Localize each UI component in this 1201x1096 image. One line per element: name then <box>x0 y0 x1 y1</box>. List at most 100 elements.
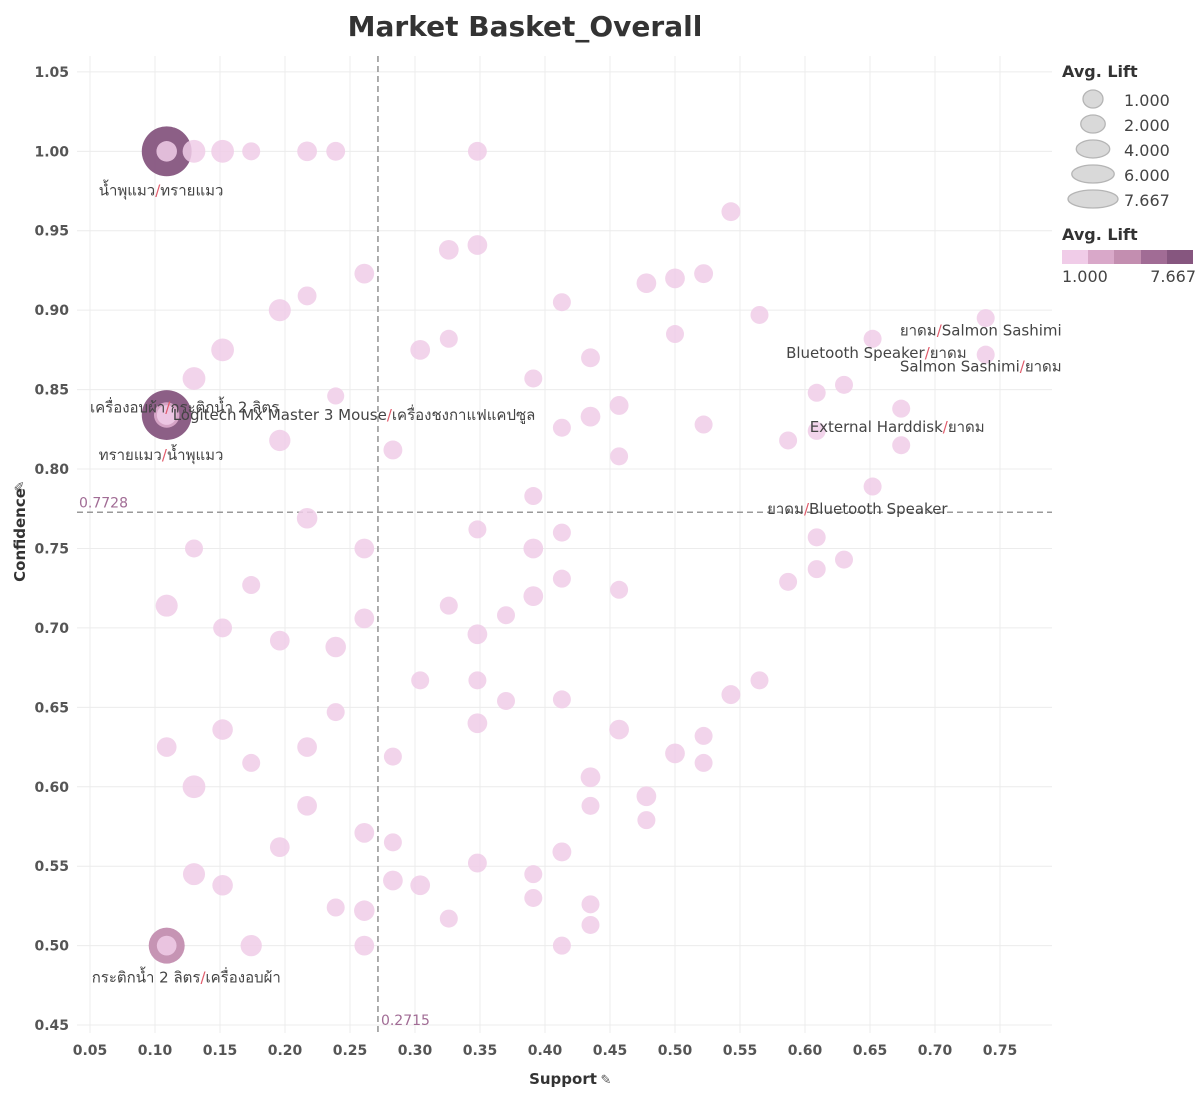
color-ramp-step <box>1088 250 1115 264</box>
data-point <box>383 440 403 460</box>
y-axis-title: Confidence <box>11 488 29 582</box>
size-legend-title: Avg. Lift <box>1062 62 1138 81</box>
y-reference-label: 0.7728 <box>79 495 128 511</box>
y-axis-pin-icon: ✎ <box>13 481 28 492</box>
y-tick-label: 0.55 <box>34 859 69 875</box>
size-legend-swatch <box>1075 139 1111 159</box>
x-tick-label: 0.45 <box>593 1043 628 1059</box>
data-point <box>383 833 402 852</box>
color-legend-max: 7.667 <box>1150 267 1196 286</box>
axes: Confidence ✎ Support ✎ 1.05 1.00 0.95 0.90 0… <box>11 65 1017 1088</box>
data-point <box>383 747 402 766</box>
data-point <box>863 477 882 496</box>
x-tick-label: 0.10 <box>138 1043 173 1059</box>
data-point <box>410 340 431 360</box>
data-point <box>636 786 657 807</box>
data-point <box>976 309 995 328</box>
data-point <box>156 935 177 956</box>
data-point <box>467 624 488 645</box>
data-point <box>694 726 713 745</box>
data-point <box>269 837 290 857</box>
color-legend: Avg. Lift 1.000 7.667 <box>1062 225 1196 286</box>
data-point <box>182 139 206 163</box>
point-label: Logitech Mx Master 3 Mouse/เครื่องชงกาแฟ… <box>173 404 536 424</box>
data-point <box>552 418 571 437</box>
color-legend-min: 1.000 <box>1062 267 1108 286</box>
color-legend-title: Avg. Lift <box>1062 225 1138 244</box>
color-ramp-step <box>1166 250 1194 264</box>
data-point <box>212 719 233 740</box>
data-point <box>211 338 234 362</box>
size-legend-item: 2.000 <box>1062 112 1170 137</box>
data-point <box>411 671 430 690</box>
data-point <box>552 842 572 862</box>
x-tick-label: 0.35 <box>463 1043 498 1059</box>
x-tick-label: 0.15 <box>203 1043 238 1059</box>
data-point <box>552 690 571 709</box>
data-point <box>327 387 345 405</box>
size-legend-swatch <box>1071 164 1115 184</box>
data-point <box>721 202 741 222</box>
data-points <box>141 126 995 964</box>
data-point <box>212 874 233 896</box>
data-point <box>240 934 262 957</box>
data-point <box>524 865 543 884</box>
data-point <box>694 753 713 772</box>
data-point <box>835 375 853 394</box>
data-point <box>610 580 629 599</box>
color-ramp-step <box>1114 250 1141 264</box>
color-ramp <box>1062 250 1194 264</box>
point-label: External Harddisk/ยาดม <box>810 418 985 436</box>
y-tick-label: 0.75 <box>34 541 69 557</box>
y-tick-label: 1.05 <box>34 65 69 81</box>
size-legend-label: 2.000 <box>1124 116 1170 135</box>
data-point <box>242 142 261 161</box>
data-point <box>354 935 375 956</box>
data-point <box>552 569 571 588</box>
data-point <box>182 367 206 390</box>
data-point <box>497 691 515 710</box>
y-tick-label: 0.60 <box>34 780 69 796</box>
data-point <box>354 538 375 559</box>
size-legend-label: 7.667 <box>1124 191 1170 210</box>
data-point <box>637 811 656 830</box>
data-point <box>807 528 826 547</box>
data-point <box>665 268 685 289</box>
data-point <box>297 141 317 162</box>
point-label: ยาดม/Bluetooth Speaker <box>767 500 948 518</box>
y-tick-label: 0.50 <box>34 939 69 955</box>
x-tick-label: 0.40 <box>528 1043 563 1059</box>
point-label: กระติกน้ำ 2 ลิตร/เครื่องอบผ้า <box>92 967 281 987</box>
data-point <box>467 853 487 873</box>
point-label: น้ำพุแมว/ทรายแมว <box>99 179 224 200</box>
data-point <box>497 606 515 625</box>
x-tick-label: 0.05 <box>73 1043 108 1059</box>
data-point <box>354 822 375 843</box>
size-legend-label: 4.000 <box>1124 141 1170 160</box>
data-point <box>892 399 911 418</box>
data-point <box>326 141 346 161</box>
data-point <box>155 594 178 617</box>
size-legend-item: 1.000 <box>1062 87 1170 112</box>
y-tick-label: 1.00 <box>34 144 69 160</box>
data-point <box>439 909 458 928</box>
x-tick-label: 0.60 <box>788 1043 823 1059</box>
data-point <box>296 508 318 529</box>
data-point <box>325 636 346 658</box>
data-point <box>156 405 177 425</box>
data-point <box>383 870 403 891</box>
data-point <box>779 431 798 450</box>
data-point <box>269 429 291 452</box>
data-point <box>750 671 769 690</box>
y-tick-label: 0.85 <box>34 383 69 399</box>
data-point <box>524 369 543 388</box>
data-point <box>552 293 571 312</box>
point-label: Salmon Sashimi/ยาดม <box>900 358 1062 376</box>
data-point <box>807 560 826 579</box>
data-point <box>581 796 600 815</box>
size-legend-swatch <box>1082 89 1104 109</box>
data-point <box>779 572 798 591</box>
data-point <box>213 618 233 638</box>
